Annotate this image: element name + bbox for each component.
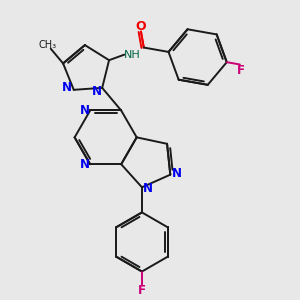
- Text: NH: NH: [124, 50, 141, 60]
- Text: N: N: [92, 85, 102, 98]
- Text: N: N: [172, 167, 182, 180]
- Text: O: O: [136, 20, 146, 33]
- Text: F: F: [138, 284, 146, 297]
- Text: F: F: [236, 64, 244, 77]
- Text: N: N: [143, 182, 153, 195]
- Text: N: N: [80, 104, 90, 117]
- Text: N: N: [62, 81, 72, 94]
- Text: N: N: [80, 158, 90, 171]
- Text: CH₃: CH₃: [39, 40, 57, 50]
